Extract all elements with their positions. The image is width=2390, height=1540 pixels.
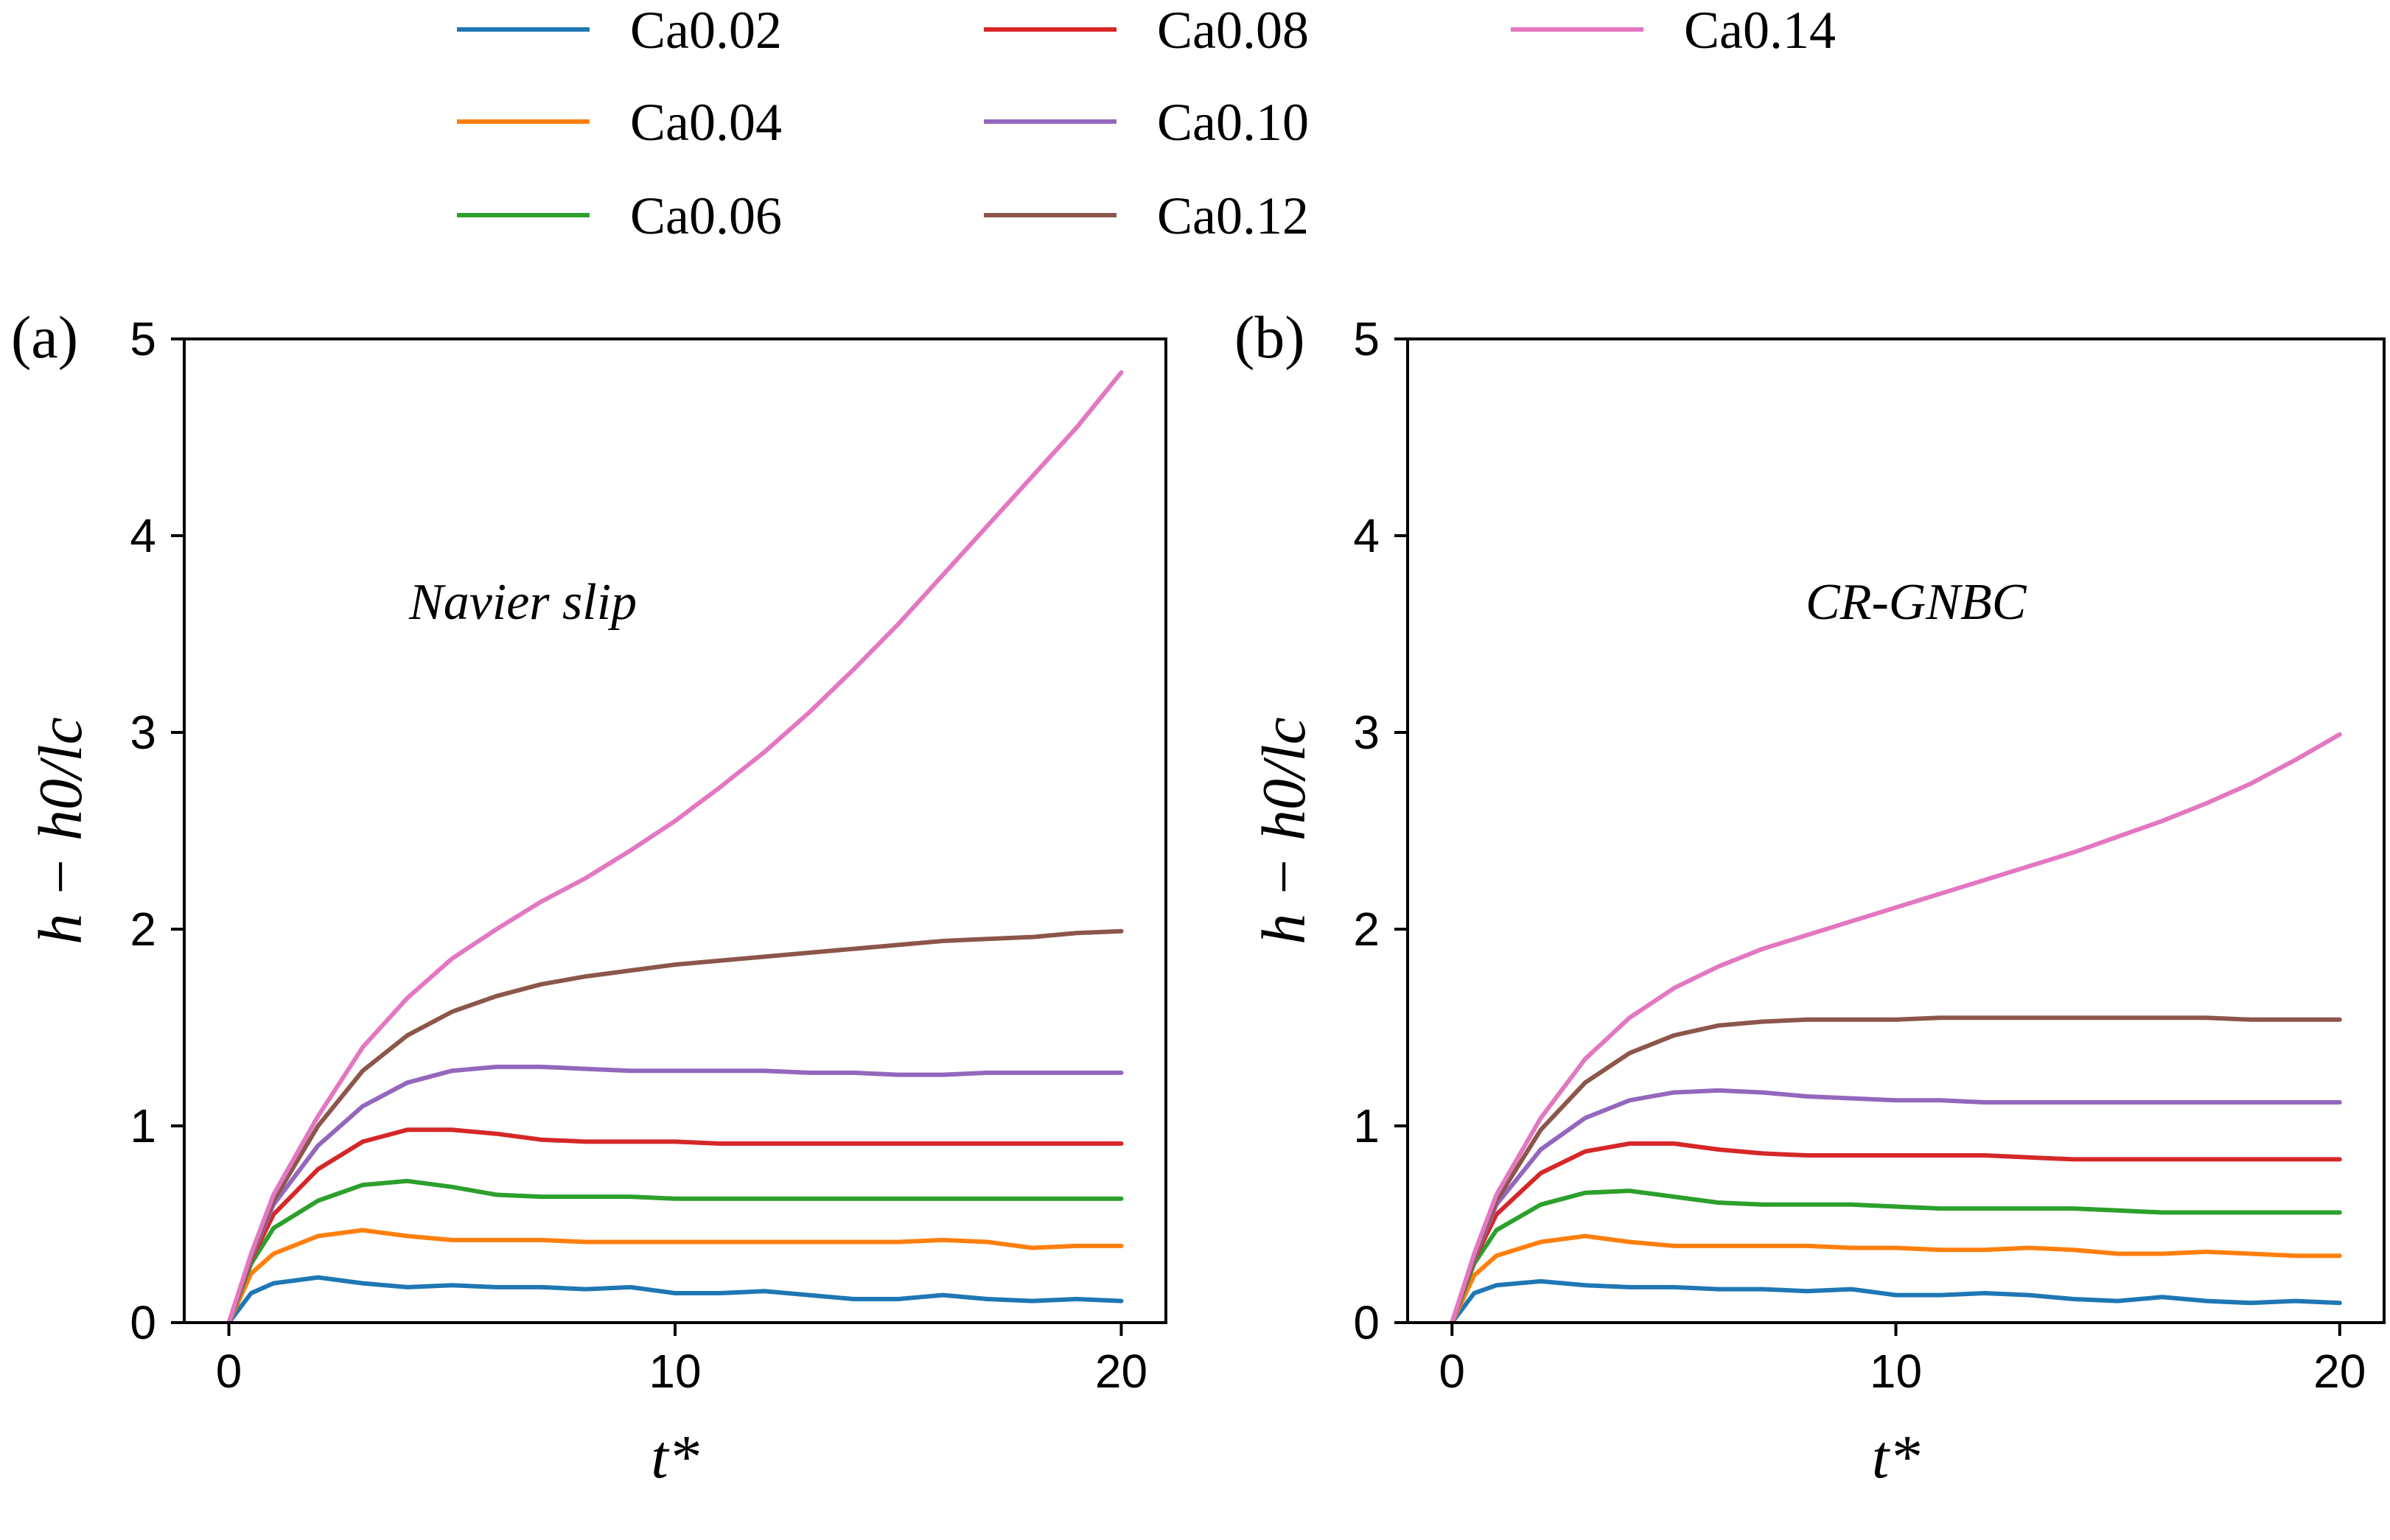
x-tick-label: 0 bbox=[1439, 1345, 1465, 1398]
x-axis-label: t* bbox=[651, 1423, 699, 1491]
y-tick-label: 3 bbox=[1353, 706, 1380, 759]
series-line-Ca0-10 bbox=[1450, 1088, 2342, 1325]
series-lines bbox=[226, 370, 1124, 1325]
x-tick-label: 0 bbox=[216, 1345, 242, 1398]
y-tick-label: 2 bbox=[130, 903, 156, 956]
legend-label: Ca0.06 bbox=[630, 186, 782, 245]
series-line-Ca0-08 bbox=[226, 1127, 1124, 1325]
y-tick-label: 0 bbox=[130, 1296, 156, 1349]
legend-label: Ca0.08 bbox=[1157, 1, 1309, 60]
y-tick-label: 0 bbox=[1353, 1296, 1380, 1349]
x-tick-label: 20 bbox=[2313, 1345, 2366, 1398]
y-tick-label: 1 bbox=[1353, 1099, 1380, 1152]
legend-item-Ca0-02: Ca0.02 bbox=[457, 1, 782, 60]
series-line-Ca0-08 bbox=[1450, 1141, 2342, 1325]
y-axis-label: h − h0/lc bbox=[27, 717, 95, 945]
series-line-Ca0-12 bbox=[226, 928, 1124, 1325]
y-tick-label: 1 bbox=[130, 1099, 156, 1152]
x-tick-label: 20 bbox=[1095, 1345, 1147, 1398]
legend-item-Ca0-14: Ca0.14 bbox=[1511, 1, 1836, 60]
series-line-Ca0-02 bbox=[1450, 1278, 2342, 1325]
legend-label: Ca0.12 bbox=[1157, 186, 1309, 245]
panel-label: (a) bbox=[11, 304, 78, 371]
panel-a: 0 10 20 0 1 2 3 4 5 t* h − h0/lc (a) Navier slip bbox=[11, 304, 1167, 1491]
series-line-Ca0-14 bbox=[1450, 732, 2342, 1325]
series-line-Ca0-04 bbox=[1450, 1233, 2342, 1325]
y-tick-label: 5 bbox=[1353, 312, 1380, 365]
y-tick-label: 5 bbox=[130, 312, 156, 365]
series-line-Ca0-02 bbox=[226, 1275, 1124, 1325]
legend-label: Ca0.14 bbox=[1684, 1, 1836, 60]
y-tick-label: 3 bbox=[130, 706, 156, 759]
legend-label: Ca0.04 bbox=[630, 93, 782, 152]
legend-item-Ca0-12: Ca0.12 bbox=[984, 186, 1309, 245]
x-tick-label: 10 bbox=[1870, 1345, 1922, 1398]
y-axis-label: h − h0/lc bbox=[1250, 717, 1318, 945]
series-line-Ca0-12 bbox=[1450, 1015, 2342, 1325]
y-tick-label: 4 bbox=[1353, 509, 1380, 562]
legend-item-Ca0-06: Ca0.06 bbox=[457, 186, 782, 245]
x-tick-label: 10 bbox=[649, 1345, 701, 1398]
legend: Ca0.02 Ca0.04 Ca0.06 Ca0.08 Ca0.10 Ca0.12 Ca0.… bbox=[457, 1, 1836, 245]
series-line-Ca0-04 bbox=[226, 1228, 1124, 1325]
series-line-Ca0-10 bbox=[226, 1064, 1124, 1325]
panel-b: 0 10 20 0 1 2 3 4 5 t* h − h0/lc (b) CR-GNBC bbox=[1234, 304, 2386, 1491]
panel-annotation: CR-GNBC bbox=[1806, 574, 2027, 631]
y-tick-label: 2 bbox=[1353, 903, 1380, 956]
legend-item-Ca0-08: Ca0.08 bbox=[984, 1, 1309, 60]
panel-annotation: Navier slip bbox=[408, 574, 637, 631]
y-tick-label: 4 bbox=[130, 509, 156, 562]
panel-label: (b) bbox=[1234, 304, 1305, 371]
series-lines bbox=[1450, 732, 2342, 1325]
x-axis-label: t* bbox=[1872, 1423, 1920, 1491]
series-line-Ca0-14 bbox=[226, 370, 1124, 1325]
legend-item-Ca0-04: Ca0.04 bbox=[457, 93, 782, 152]
legend-item-Ca0-10: Ca0.10 bbox=[984, 93, 1309, 152]
legend-label: Ca0.02 bbox=[630, 1, 782, 60]
series-line-Ca0-06 bbox=[1450, 1189, 2342, 1325]
legend-label: Ca0.10 bbox=[1157, 93, 1309, 152]
series-line-Ca0-06 bbox=[226, 1178, 1124, 1325]
